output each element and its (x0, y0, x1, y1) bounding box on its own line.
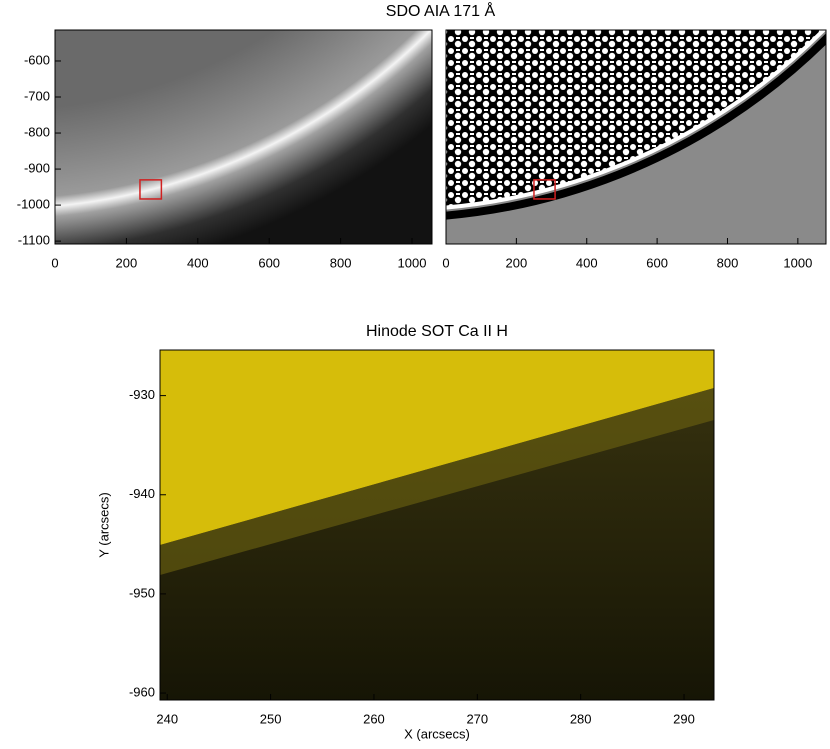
panel-title: Hinode SOT Ca II H (366, 323, 508, 340)
x-tick-label: 200 (116, 255, 138, 270)
sot-image (160, 350, 714, 700)
x-tick-label: 0 (442, 255, 449, 270)
x-tick-label: 800 (717, 255, 739, 270)
y-tick-label: -900 (24, 161, 50, 176)
highlight-box (533, 179, 556, 200)
x-tick-label: 800 (330, 255, 352, 270)
frame (159, 349, 715, 701)
aia-difference-image (446, 30, 826, 244)
y-tick-label: -700 (24, 88, 50, 103)
y-tick-label: -960 (129, 684, 155, 699)
x-tick-label: 200 (506, 255, 528, 270)
y-axis-label: Y (arcsecs) (96, 492, 111, 558)
x-tick-label: 290 (673, 711, 695, 726)
x-tick-label: 250 (260, 711, 282, 726)
y-tick-label: -600 (24, 52, 50, 67)
y-tick-label: -950 (129, 585, 155, 600)
x-tick-label: 400 (576, 255, 598, 270)
highlight-box (139, 179, 163, 200)
x-axis-label: X (arcsecs) (404, 726, 470, 741)
x-tick-label: 400 (187, 255, 209, 270)
panel-title: SDO AIA 171 Å (386, 1, 496, 20)
aia-image (55, 30, 432, 244)
x-tick-label: 600 (646, 255, 668, 270)
frame (445, 29, 827, 245)
y-tick-label: -800 (24, 124, 50, 139)
x-tick-label: 280 (570, 711, 592, 726)
x-tick-label: 240 (156, 711, 178, 726)
y-tick-label: -1100 (18, 233, 50, 248)
x-tick-label: 600 (258, 255, 280, 270)
y-tick-label: -940 (129, 486, 155, 501)
x-tick-label: 0 (51, 255, 58, 270)
x-tick-label: 1000 (398, 255, 427, 270)
frame (54, 29, 433, 245)
x-tick-label: 270 (466, 711, 488, 726)
y-tick-label: -930 (129, 387, 155, 402)
x-tick-label: 1000 (783, 255, 812, 270)
y-tick-label: -1000 (17, 197, 50, 212)
x-tick-label: 260 (363, 711, 385, 726)
